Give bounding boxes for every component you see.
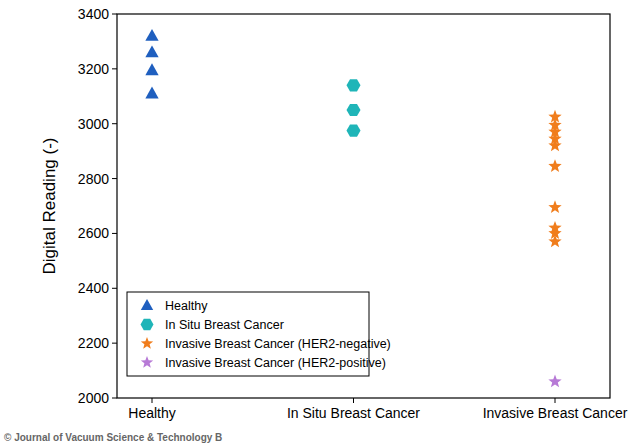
y-tick-label: 3000 (78, 116, 109, 132)
point (145, 63, 158, 75)
chart: 2000 2200 2400 2600 2800 3000 3200 3400 Healthy I… (0, 0, 634, 447)
point (145, 87, 158, 99)
y-axis-label: Digital Reading (-) (40, 138, 59, 275)
point (347, 79, 361, 91)
y-tick (112, 14, 117, 15)
background (0, 0, 634, 447)
y-tick (112, 288, 117, 289)
y-tick-label: 2600 (78, 225, 109, 241)
y-tick (112, 233, 117, 234)
source: © Journal of Vacuum Science & Technology… (4, 432, 222, 443)
legend-label: In Situ Breast Cancer (165, 318, 284, 332)
legend-marker (141, 319, 154, 330)
y-tick-label: 3200 (78, 61, 109, 77)
x-tick-label: Invasive Breast Cancer (483, 405, 628, 421)
plot-frame (117, 14, 610, 398)
y-tick (112, 178, 117, 179)
point (145, 45, 158, 57)
legend-label: Healthy (165, 299, 208, 313)
point (145, 29, 158, 41)
point (347, 125, 361, 137)
legend-marker (141, 299, 153, 310)
legend-marker (141, 337, 153, 349)
y-tick (112, 343, 117, 344)
point (347, 104, 361, 116)
y-tick (112, 398, 117, 399)
x-tick (555, 398, 556, 403)
point (548, 159, 561, 172)
legend-label: Invasive Breast Cancer (HER2-positive) (165, 356, 386, 370)
y-tick-label: 2400 (78, 280, 109, 296)
x-tick (152, 398, 153, 403)
y-tick (112, 123, 117, 124)
x-tick-label: In Situ Breast Cancer (287, 405, 420, 421)
point (548, 200, 561, 213)
legend-marker (141, 356, 153, 368)
x-tick-label: Healthy (128, 405, 175, 421)
legend-label: Invasive Breast Cancer (HER2-negative) (165, 337, 391, 351)
x-tick (353, 398, 354, 403)
y-tick-label: 2000 (78, 390, 109, 406)
y-tick (112, 68, 117, 69)
point (548, 235, 561, 248)
y-tick-label: 2800 (78, 171, 109, 187)
y-tick-label: 3400 (78, 6, 109, 22)
point (548, 139, 561, 152)
point (548, 375, 561, 388)
y-tick-label: 2200 (78, 335, 109, 351)
